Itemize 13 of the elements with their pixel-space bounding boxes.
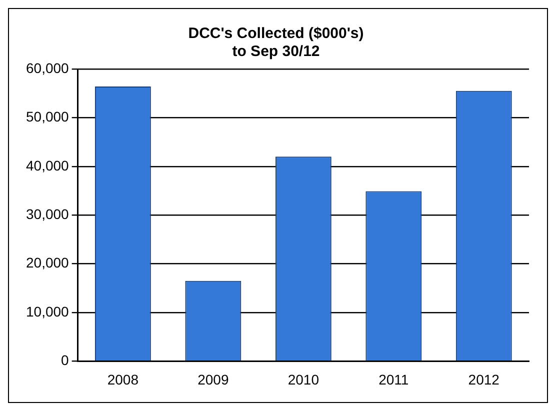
y-tick-label: 10,000 — [26, 303, 70, 320]
y-tick-label: 40,000 — [26, 157, 70, 174]
y-tick-label: 60,000 — [26, 60, 70, 76]
x-tick-label: 2011 — [378, 371, 409, 388]
y-tick-label: 0 — [61, 352, 70, 368]
x-tick-label: 2010 — [288, 371, 320, 388]
y-tick-label: 50,000 — [26, 108, 70, 125]
x-tick-label: 2012 — [468, 371, 500, 388]
y-tick-label: 20,000 — [26, 254, 70, 271]
x-tick-label: 2008 — [107, 371, 139, 388]
y-tick-label: 30,000 — [26, 206, 70, 222]
chart-title: DCC's Collected ($000's) to Sep 30/12 — [188, 25, 364, 60]
x-tick-label: 2009 — [198, 371, 229, 388]
